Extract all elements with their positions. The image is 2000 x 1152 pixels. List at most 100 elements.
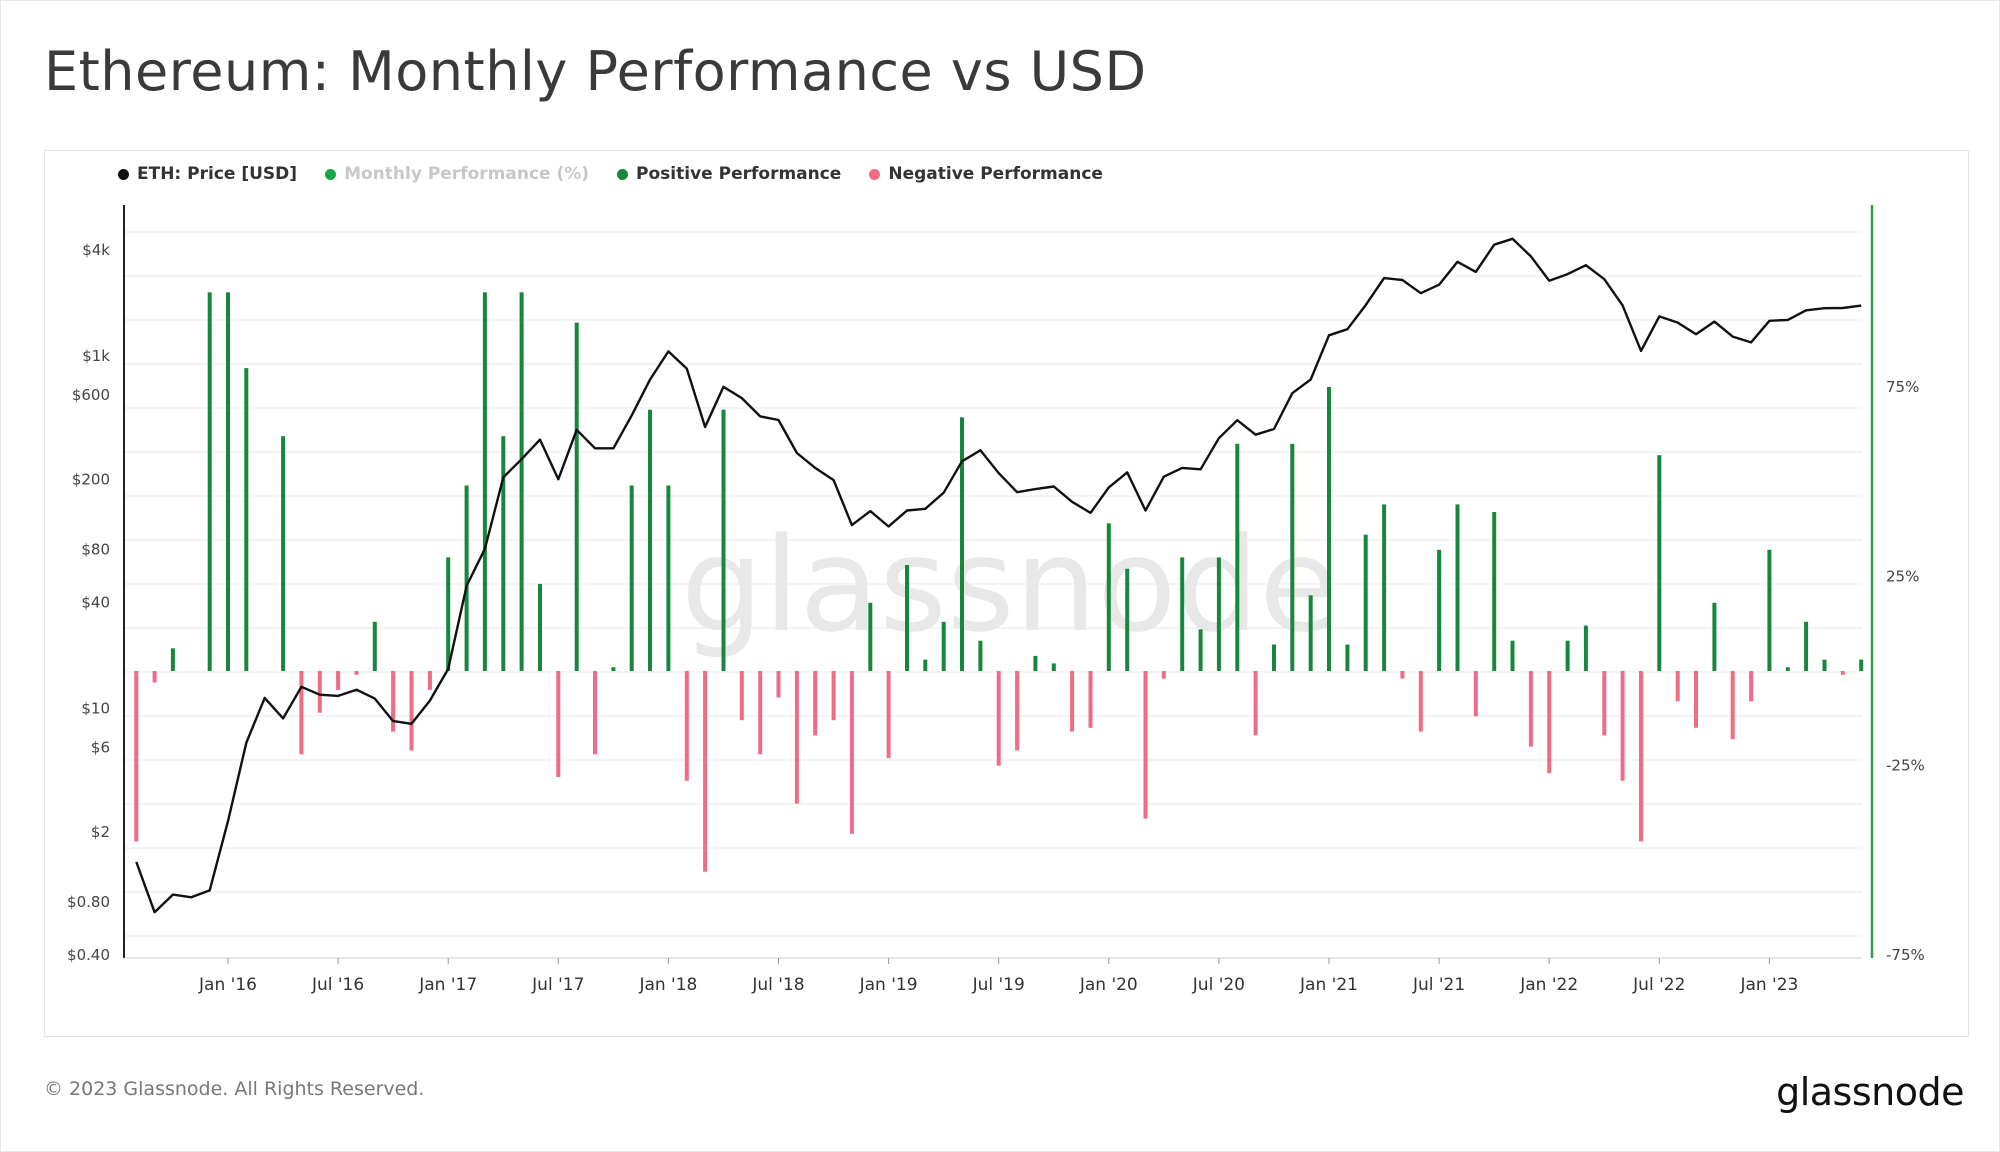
legend-item-positive-performance[interactable]: Positive Performance — [617, 164, 841, 184]
right-tick-label: 75% — [1886, 378, 1919, 396]
positive-performance-bar — [1583, 625, 1588, 671]
copyright-text: © 2023 Glassnode. All Rights Reserved. — [44, 1078, 425, 1100]
left-tick-label: $2 — [91, 823, 110, 841]
right-tick-label: 25% — [1886, 567, 1919, 585]
x-tick-label: Jan '16 — [198, 975, 257, 995]
positive-performance-bar — [207, 292, 212, 671]
positive-performance-bar — [941, 621, 946, 671]
axes: $4k $1k $600 $200 $80 $40 $10 $6 $2 $0.80 $0.40 75%… — [67, 205, 1925, 995]
negative-performance-bar — [593, 671, 597, 755]
legend-dot-icon — [617, 168, 629, 180]
negative-performance-bar — [996, 671, 1001, 766]
right-tick-label: -25% — [1886, 757, 1925, 775]
legend-label: Negative Performance — [888, 164, 1103, 184]
negative-performance-bar — [1639, 671, 1643, 842]
positive-performance-bar — [446, 557, 451, 671]
grid-lines — [124, 231, 1862, 937]
positive-performance-bar — [1437, 549, 1442, 671]
left-tick-label: $0.80 — [67, 893, 110, 911]
left-tick-label: $80 — [81, 540, 110, 558]
negative-performance-bar — [1253, 671, 1258, 736]
negative-performance-bar — [1070, 671, 1075, 732]
negative-performance-bar — [703, 671, 708, 872]
positive-performance-bar — [1859, 659, 1864, 671]
negative-performance-bar — [849, 671, 854, 834]
positive-performance-bar — [1565, 640, 1570, 671]
positive-performance-bar — [1767, 549, 1772, 671]
positive-performance-bar — [1510, 640, 1515, 671]
positive-performance-bar — [170, 648, 175, 671]
legend-dot-icon — [869, 168, 881, 180]
negative-performance-bar — [336, 671, 341, 690]
positive-performance-bar — [923, 659, 928, 671]
brand-logo: glassnode — [1776, 1070, 1964, 1114]
x-tick-label: Jan '18 — [638, 975, 697, 995]
negative-performance-bar — [831, 671, 836, 721]
negative-performance-bar — [134, 671, 139, 842]
negative-performance-bar — [1015, 671, 1020, 751]
legend-item-eth-price[interactable]: ETH: Price [USD] — [118, 164, 297, 184]
negative-performance-bar — [391, 671, 396, 732]
negative-performance-bar — [1675, 671, 1680, 702]
left-tick-label: $200 — [72, 470, 110, 488]
positive-performance-bar — [1180, 557, 1185, 671]
positive-performance-bar — [1308, 595, 1313, 671]
positive-performance-bar — [281, 436, 286, 671]
legend-item-monthly-performance[interactable]: Monthly Performance (%) — [325, 164, 589, 184]
negative-performance-bar — [299, 671, 304, 755]
negative-performance-bar — [1547, 671, 1552, 774]
negative-performance-bar — [317, 671, 322, 713]
positive-performance-bar — [868, 602, 873, 671]
negative-performance-bar — [1730, 671, 1735, 740]
positive-performance-bar — [1822, 659, 1827, 671]
x-tick-label: Jul '18 — [751, 975, 804, 995]
positive-performance-bar — [1382, 504, 1387, 671]
positive-performance-bar — [1712, 602, 1717, 671]
positive-performance-bar — [1216, 557, 1221, 671]
positive-performance-bar — [1785, 667, 1790, 671]
positive-performance-bar — [482, 292, 487, 671]
negative-performance-bar — [813, 671, 818, 736]
eth-price-line — [135, 237, 1862, 914]
negative-performance-bar — [354, 671, 359, 675]
positive-performance-bar — [960, 417, 964, 671]
positive-performance-bar — [1327, 387, 1331, 671]
x-tick-label: Jan '17 — [418, 975, 477, 995]
negative-performance-bar — [1840, 671, 1845, 675]
negative-performance-bar — [776, 671, 781, 698]
positive-performance-bar — [464, 485, 469, 671]
positive-performance-bar — [978, 640, 983, 671]
negative-performance-bar — [1161, 671, 1166, 679]
negative-performance-bar — [739, 671, 744, 721]
chart-legend: ETH: Price [USD] Monthly Performance (%)… — [118, 164, 1103, 184]
left-tick-label: $6 — [91, 739, 110, 757]
x-tick-label: Jan '21 — [1299, 975, 1358, 995]
negative-performance-bar — [758, 671, 763, 755]
negative-performance-bar — [1473, 671, 1478, 717]
left-tick-label: $1k — [82, 347, 110, 365]
x-tick-label: Jul '22 — [1632, 975, 1685, 995]
positive-performance-bar — [666, 485, 671, 671]
legend-item-negative-performance[interactable]: Negative Performance — [869, 164, 1103, 184]
negative-performance-bar — [409, 671, 414, 751]
negative-performance-bar — [886, 671, 891, 759]
left-tick-label: $40 — [81, 594, 110, 612]
positive-performance-bar — [1363, 534, 1368, 671]
positive-performance-bar — [648, 409, 652, 671]
positive-performance-bar — [1033, 655, 1038, 671]
negative-performance-bar — [1088, 671, 1093, 728]
positive-performance-bar — [1657, 455, 1662, 671]
positive-performance-bar — [1804, 621, 1809, 671]
left-tick-label: $10 — [81, 700, 110, 718]
positive-performance-bar — [1290, 443, 1295, 671]
negative-performance-bar — [556, 671, 561, 777]
legend-label: ETH: Price [USD] — [137, 164, 298, 184]
page-title: Ethereum: Monthly Performance vs USD — [44, 40, 1147, 103]
positive-performance-bar — [244, 368, 249, 671]
x-tick-label: Jul '16 — [311, 975, 364, 995]
positive-performance-bar — [226, 292, 230, 671]
negative-performance-bar — [1143, 671, 1148, 819]
positive-performance-bar — [1345, 644, 1350, 671]
positive-performance-bar — [1235, 443, 1240, 671]
